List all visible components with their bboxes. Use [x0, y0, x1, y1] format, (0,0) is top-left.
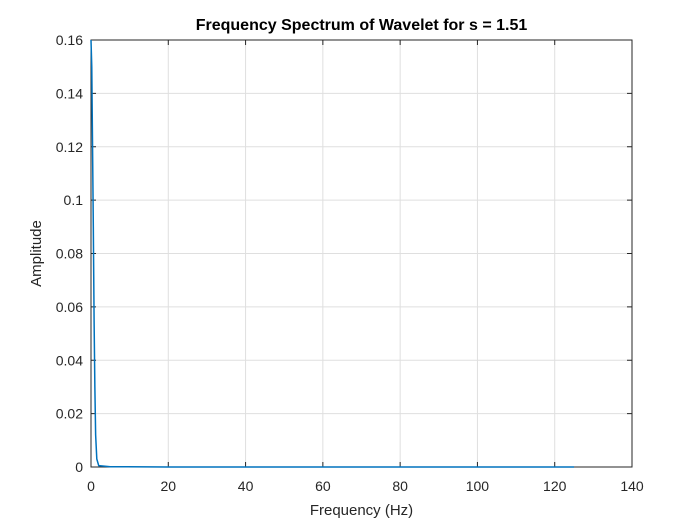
x-tick-label: 120 — [543, 478, 567, 494]
series-line — [90, 39, 575, 468]
y-tick-label: 0.08 — [56, 246, 83, 262]
y-tick-label: 0.1 — [64, 192, 84, 208]
data-series — [90, 39, 575, 468]
tick-labels: 0 20 40 60 80 100 120 140 0 0.02 0.04 0.06 0.08 0.1 0.… — [56, 32, 644, 494]
x-tick-label: 20 — [160, 478, 176, 494]
x-axis-label: Frequency (Hz) — [310, 502, 413, 519]
y-tick-label: 0.14 — [56, 85, 83, 101]
x-tick-label: 40 — [238, 478, 254, 494]
y-tick-label: 0 — [75, 459, 83, 475]
x-tick-label: 0 — [87, 478, 95, 494]
y-tick-label: 0.02 — [56, 406, 83, 422]
chart-title: Frequency Spectrum of Wavelet for s = 1.… — [196, 17, 528, 34]
x-tick-label: 60 — [315, 478, 331, 494]
y-axis-label: Amplitude — [28, 220, 45, 287]
y-tick-label: 0.04 — [56, 352, 83, 368]
y-tick-label: 0.12 — [56, 139, 83, 155]
y-tick-label: 0.16 — [56, 32, 83, 48]
x-tick-label: 100 — [466, 478, 490, 494]
x-tick-label: 80 — [392, 478, 408, 494]
y-tick-label: 0.06 — [56, 299, 83, 315]
x-tick-label: 140 — [620, 478, 644, 494]
grid — [91, 40, 632, 467]
